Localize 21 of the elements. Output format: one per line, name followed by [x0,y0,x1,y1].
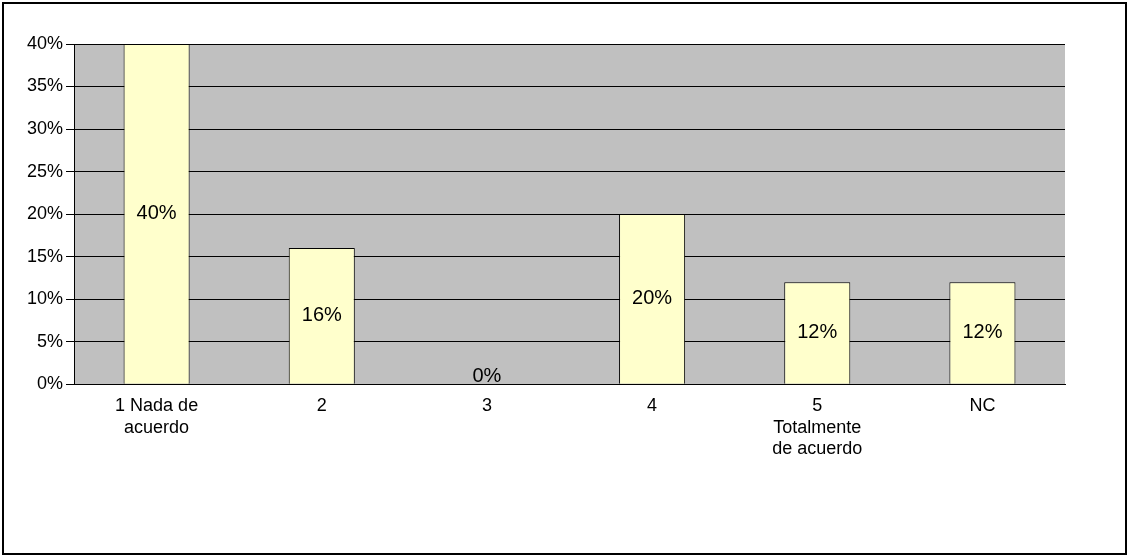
y-tick-label: 5% [37,330,64,351]
data-label: 0% [472,363,502,386]
x-tick-label: 1 Nada de acuerdo [115,394,199,437]
data-label: 12% [962,320,1003,343]
y-tick-label: 25% [27,160,64,181]
x-tick-label: 3 [481,394,492,415]
y-tick-label: 30% [27,118,64,139]
y-tick-label: 10% [27,288,64,309]
data-label: 12% [797,320,838,343]
x-tick-label: 4 [647,394,658,415]
data-label: 40% [136,201,177,224]
y-tick-label: 15% [27,245,64,266]
x-tick-label: NC [969,394,996,415]
x-tick-label: 2 [316,394,327,415]
data-label: 16% [301,303,342,326]
y-tick-label: 20% [27,203,64,224]
data-label: 20% [632,286,673,309]
x-tick-label: 5 Totalmente de acuerdo [772,394,863,459]
y-tick-label: 40% [27,32,64,53]
y-tick-label: 0% [37,373,64,394]
y-tick-label: 35% [27,75,64,96]
